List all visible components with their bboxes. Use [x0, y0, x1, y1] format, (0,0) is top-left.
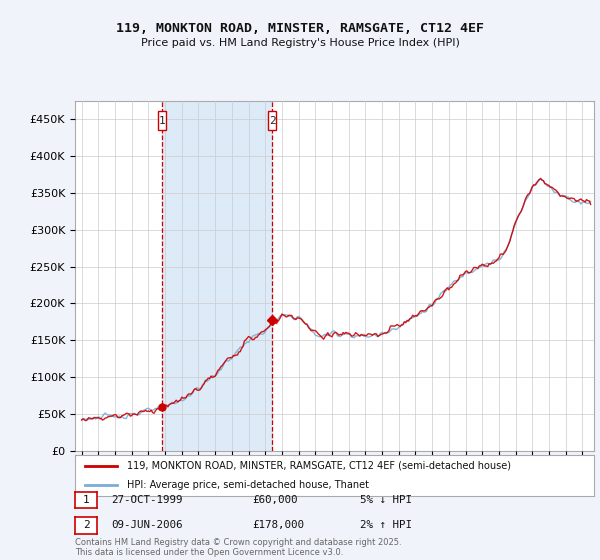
Text: 119, MONKTON ROAD, MINSTER, RAMSGATE, CT12 4EF (semi-detached house): 119, MONKTON ROAD, MINSTER, RAMSGATE, CT… — [127, 461, 511, 471]
Text: 09-JUN-2006: 09-JUN-2006 — [111, 520, 182, 530]
FancyBboxPatch shape — [268, 111, 277, 130]
Text: £60,000: £60,000 — [252, 494, 298, 505]
Text: Price paid vs. HM Land Registry's House Price Index (HPI): Price paid vs. HM Land Registry's House … — [140, 38, 460, 48]
Text: 27-OCT-1999: 27-OCT-1999 — [111, 494, 182, 505]
Text: £178,000: £178,000 — [252, 520, 304, 530]
Text: 5% ↓ HPI: 5% ↓ HPI — [360, 494, 412, 505]
Text: 2: 2 — [83, 520, 89, 530]
Text: 1: 1 — [159, 116, 166, 125]
FancyBboxPatch shape — [158, 111, 166, 130]
Text: 1: 1 — [83, 495, 89, 505]
Bar — [162, 101, 272, 451]
Text: HPI: Average price, semi-detached house, Thanet: HPI: Average price, semi-detached house,… — [127, 479, 369, 489]
Text: 2% ↑ HPI: 2% ↑ HPI — [360, 520, 412, 530]
Text: Contains HM Land Registry data © Crown copyright and database right 2025.
This d: Contains HM Land Registry data © Crown c… — [75, 538, 401, 557]
Text: 119, MONKTON ROAD, MINSTER, RAMSGATE, CT12 4EF: 119, MONKTON ROAD, MINSTER, RAMSGATE, CT… — [116, 22, 484, 35]
Text: 2: 2 — [269, 116, 275, 125]
